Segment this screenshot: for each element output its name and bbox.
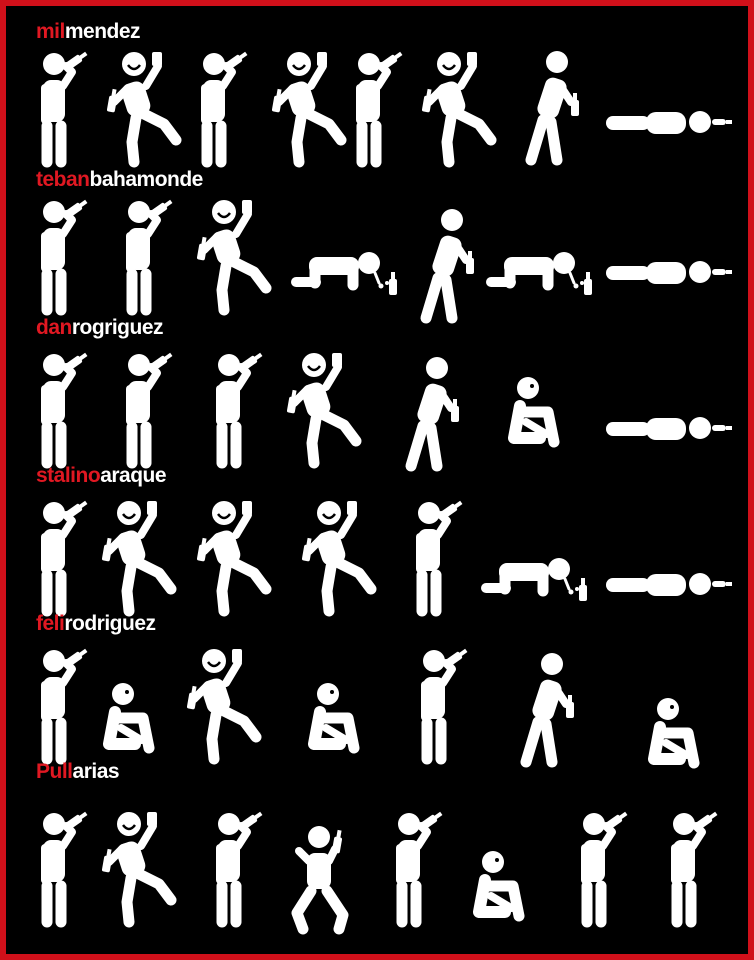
row-3: danrogriguez <box>6 316 748 472</box>
row-1: milmendez <box>6 20 748 168</box>
figure-lying-icon <box>606 261 732 284</box>
figure-dancing-icon <box>106 52 182 168</box>
figure-dancing-icon <box>101 812 177 928</box>
figure-drinking-icon <box>41 648 88 765</box>
figure-staggering-icon <box>520 653 574 768</box>
figure-drinking-icon <box>41 500 88 617</box>
row-title: Pullarias <box>36 760 120 784</box>
figure-drinking-icon <box>216 352 263 469</box>
figure-dancing-icon <box>271 52 347 168</box>
row-2: tebanbahamonde <box>6 168 748 324</box>
figure-strip <box>41 648 700 769</box>
figure-dancing-icon <box>101 501 177 617</box>
row-title: felirodriguez <box>36 612 156 636</box>
name-last: rogriguez <box>71 316 164 339</box>
figure-drinking-icon <box>201 51 248 168</box>
figure-crawling-vomiting-icon <box>291 252 397 295</box>
figure-drinking-icon <box>41 352 88 469</box>
figure-kneeling-icon <box>291 826 349 935</box>
figure-strip <box>41 51 732 168</box>
name-first: Pull <box>36 760 73 783</box>
figure-drinking-icon <box>126 199 173 316</box>
name-last: bahamonde <box>89 168 204 191</box>
figure-sitting-icon <box>308 683 360 754</box>
figure-drinking-icon <box>396 811 443 928</box>
row-6: Pullarias <box>6 760 748 960</box>
name-first: teban <box>36 168 90 191</box>
figure-dancing-icon <box>421 52 497 168</box>
figure-drinking-icon <box>126 352 173 469</box>
figure-drinking-icon <box>41 199 88 316</box>
name-last: rodriguez <box>64 612 156 635</box>
figure-drinking-icon <box>581 811 628 928</box>
figure-strip <box>41 811 718 935</box>
figure-drinking-icon <box>421 648 468 765</box>
figure-drinking-icon <box>671 811 718 928</box>
figure-crawling-vomiting-icon <box>486 252 592 295</box>
name-last: mendez <box>64 20 141 43</box>
figure-drinking-icon <box>41 51 88 168</box>
figure-lying-icon <box>606 111 732 134</box>
row-title: milmendez <box>36 20 141 44</box>
figure-dancing-icon <box>186 649 262 765</box>
name-last: arias <box>72 760 120 783</box>
figure-drinking-icon <box>41 811 88 928</box>
name-first: dan <box>36 316 72 339</box>
name-first: mil <box>36 20 65 43</box>
figure-drinking-icon <box>416 500 463 617</box>
figure-dancing-icon <box>286 353 362 469</box>
row-title: tebanbahamonde <box>36 168 203 192</box>
name-first: feli <box>36 612 65 635</box>
figure-lying-icon <box>606 417 732 440</box>
figure-strip <box>41 500 732 617</box>
figure-staggering-icon <box>420 209 474 324</box>
figure-sitting-icon <box>648 698 700 769</box>
figure-dancing-icon <box>196 200 272 316</box>
figure-staggering-icon <box>405 357 459 472</box>
figure-dancing-icon <box>301 501 377 617</box>
row-4: stalinoaraque <box>6 464 748 617</box>
name-first: stalino <box>36 464 101 487</box>
name-last: araque <box>100 464 167 487</box>
figure-dancing-icon <box>196 501 272 617</box>
figure-drinking-icon <box>216 811 263 928</box>
figure-staggering-icon <box>525 51 579 166</box>
figure-sitting-icon <box>103 683 155 754</box>
row-title: danrogriguez <box>36 316 164 340</box>
figure-sitting-icon <box>508 377 560 448</box>
row-title: stalinoaraque <box>36 464 167 488</box>
row-5: felirodriguez <box>6 612 748 769</box>
figure-crawling-vomiting-icon <box>481 558 587 601</box>
figure-strip <box>41 352 732 472</box>
figure-strip <box>41 199 732 324</box>
figure-lying-icon <box>606 573 732 596</box>
figure-sitting-icon <box>473 851 525 922</box>
figure-drinking-icon <box>356 51 403 168</box>
